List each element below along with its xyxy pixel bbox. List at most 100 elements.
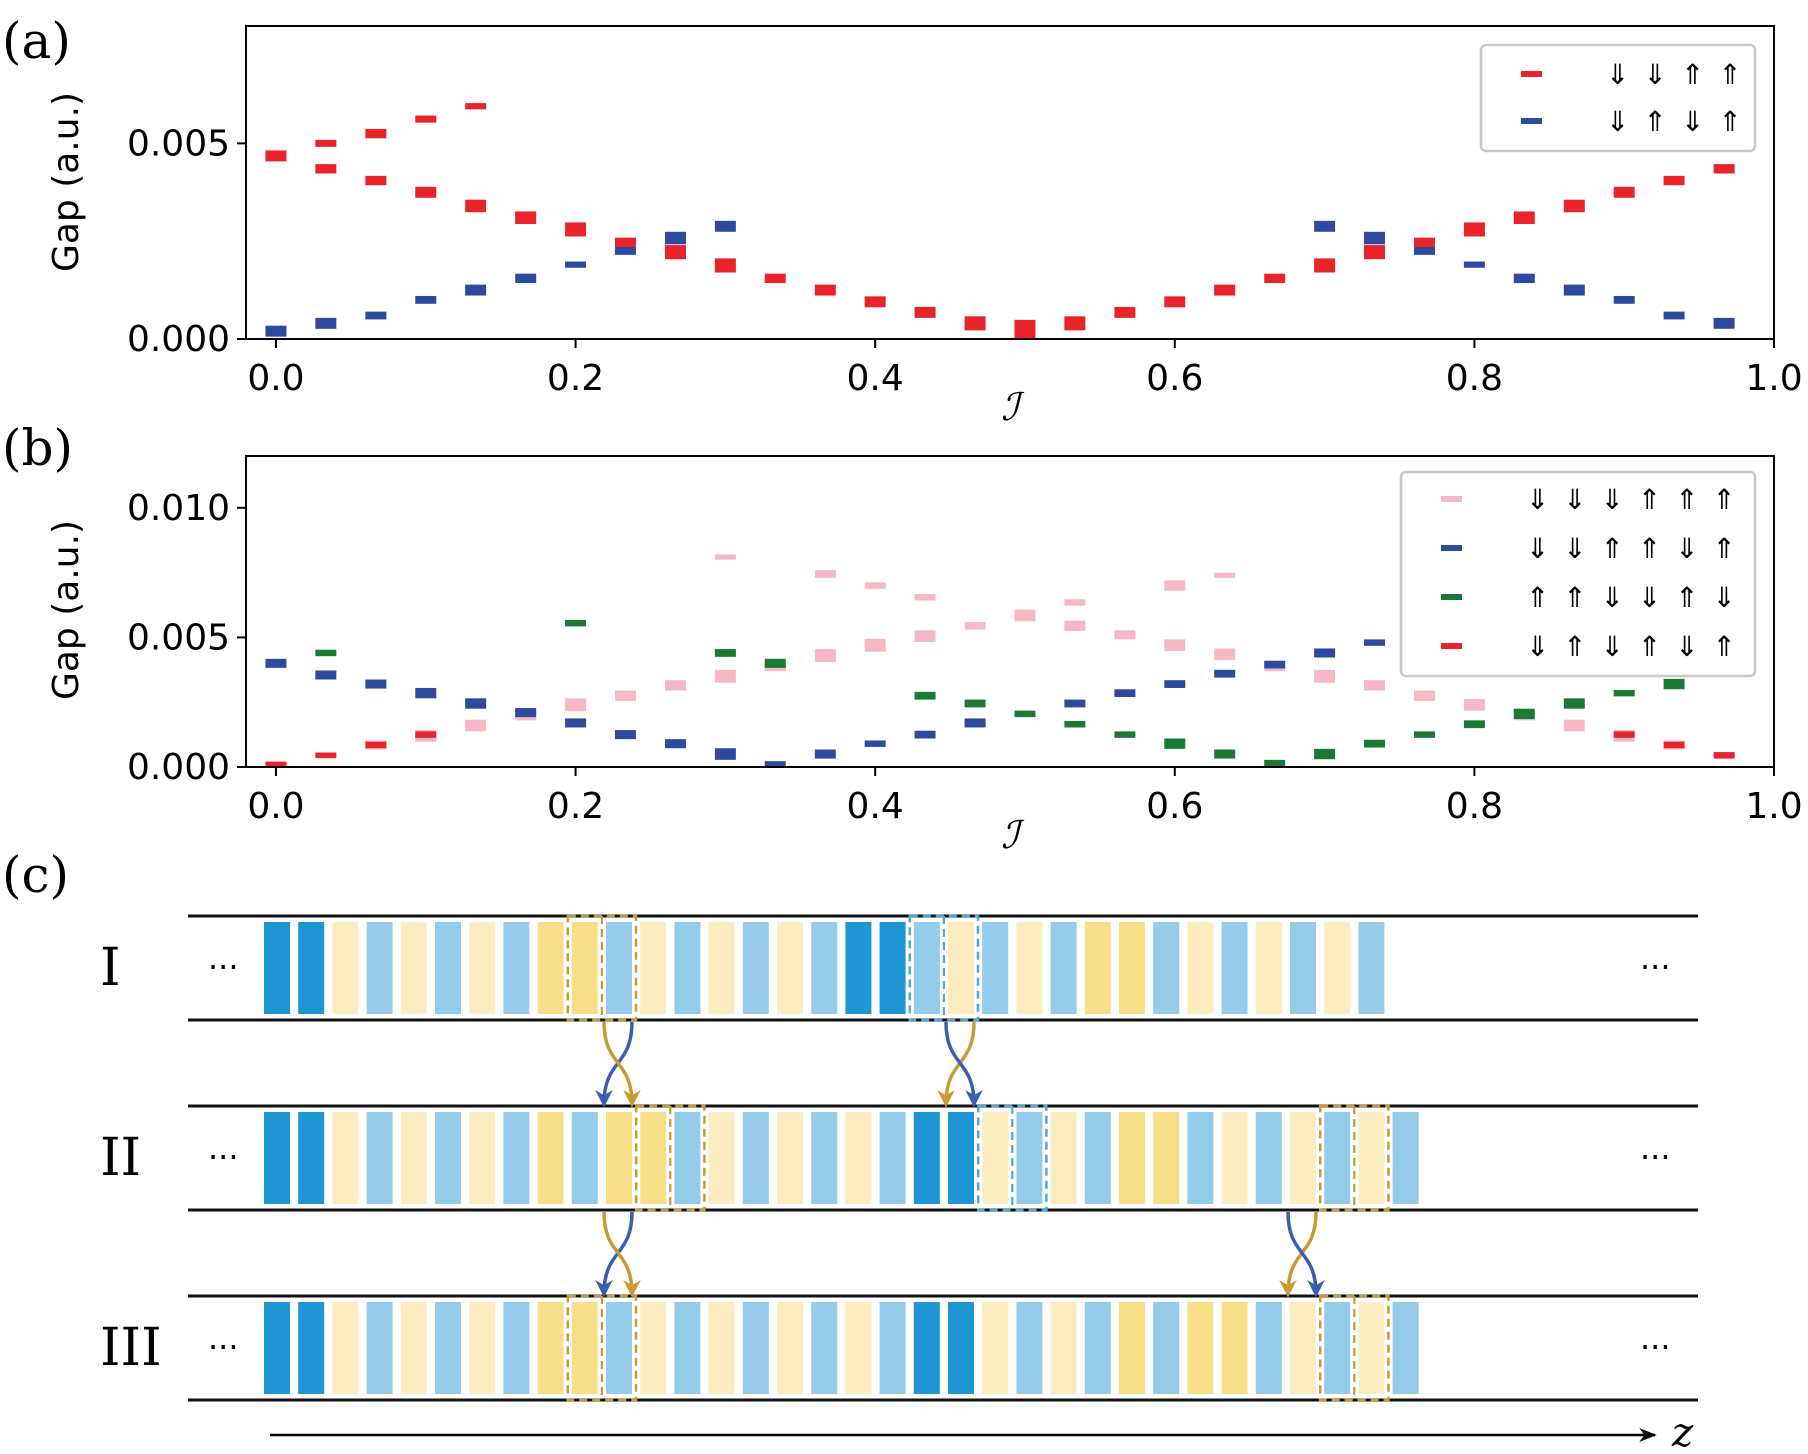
chart-b-xtick-label-4: 0.8 bbox=[1446, 786, 1503, 827]
chart-b-series-1-point-0 bbox=[265, 658, 287, 668]
row-2-cell-16 bbox=[811, 1302, 838, 1394]
chart-a-series-0-point-29 bbox=[1513, 211, 1535, 224]
chart-a-series-0-point-23 bbox=[1214, 284, 1236, 296]
row-1-domain-box-0 bbox=[634, 1104, 706, 1212]
chart-a-legend: ⇓ ⇓ ⇑ ⇑ ⇓ ⇑ ⇓ ⇑ bbox=[1479, 43, 1757, 153]
row-1-cell-11 bbox=[640, 1112, 667, 1204]
row-0-cell-4 bbox=[400, 922, 427, 1014]
row-label-0: I bbox=[100, 938, 121, 998]
row-0-cell-30 bbox=[1290, 922, 1316, 1014]
chart-a-series-0-point-1 bbox=[315, 139, 337, 147]
chart-a-series-0-point-6 bbox=[415, 186, 437, 198]
chart-a-series-0-point-21 bbox=[1114, 306, 1136, 318]
chart-a-marks bbox=[265, 103, 1735, 339]
chart-a-ytick-label-1: 0.005 bbox=[127, 123, 230, 164]
row-1-cell-17 bbox=[845, 1112, 872, 1204]
chart-b-series-0-point-16 bbox=[914, 630, 936, 642]
chart-a-series-0-point-32 bbox=[1663, 175, 1685, 186]
row-1-cell-0 bbox=[264, 1112, 290, 1204]
panel-label-a: (a) bbox=[2, 12, 71, 70]
chart-a-legend-label-0: ⇓ ⇓ ⇑ ⇑ bbox=[1606, 58, 1742, 91]
row-0-cell-12 bbox=[674, 922, 701, 1014]
chart-a-series-1-point-9 bbox=[714, 220, 736, 232]
row-0-ellipsis-left: ··· bbox=[208, 948, 239, 986]
row-2-cell-32 bbox=[1358, 1302, 1385, 1394]
chart-a-series-1-point-6 bbox=[565, 261, 587, 268]
chart-b-legend-box bbox=[1399, 470, 1757, 678]
row-0-cell-18 bbox=[879, 922, 906, 1014]
transition-arrow-2-b bbox=[602, 1211, 641, 1298]
row-1-cell-10 bbox=[606, 1112, 632, 1204]
row-0-cell-29 bbox=[1255, 922, 1282, 1014]
row-2-cell-3 bbox=[366, 1302, 393, 1394]
row-1-cell-27 bbox=[1187, 1112, 1214, 1204]
row-1-cell-12 bbox=[674, 1112, 701, 1204]
chart-a-series-0-point-20 bbox=[1064, 316, 1086, 331]
chart-b-xtick-label-1: 0.2 bbox=[547, 786, 604, 827]
row-2-cell-24 bbox=[1084, 1302, 1111, 1394]
chart-a-series-0-point-28 bbox=[1463, 222, 1485, 237]
chart-b-legend-label-1: ⇓ ⇓ ⇑ ⇑ ⇓ ⇑ bbox=[1526, 532, 1736, 565]
chart-a-legend-swatch-0 bbox=[1521, 71, 1542, 77]
row-1-cell-21 bbox=[982, 1112, 1009, 1204]
row-1-cell-26 bbox=[1153, 1112, 1180, 1204]
chart-a-series-1-point-14 bbox=[1513, 273, 1535, 284]
chart-b-ylabel: Gap (a.u.) bbox=[46, 520, 87, 700]
chart-b-series-2-point-7 bbox=[1064, 720, 1086, 728]
chart-b-ytick-label-2: 0.010 bbox=[127, 488, 230, 529]
row-1-cell-13 bbox=[708, 1112, 735, 1204]
chart-a-xtick-label-2: 0.4 bbox=[847, 358, 904, 399]
chart-b-series-3-point-5 bbox=[1663, 741, 1685, 749]
chart-a-series-0-point-30 bbox=[1563, 199, 1585, 213]
chart-b-series-2-point-16 bbox=[1513, 708, 1535, 720]
transition-arrow-1-b bbox=[944, 1021, 983, 1108]
row-1-cell-2 bbox=[332, 1112, 359, 1204]
row-1-cell-4 bbox=[400, 1112, 427, 1204]
row-1-cell-24 bbox=[1084, 1112, 1111, 1204]
z-axis-label: z bbox=[1671, 1410, 1694, 1454]
chart-b-series-1-point-5 bbox=[515, 708, 537, 718]
row-0-cell-31 bbox=[1324, 922, 1351, 1014]
chart-a-frame bbox=[245, 25, 1775, 340]
row-0-cell-19 bbox=[913, 922, 940, 1014]
row-1-cell-31 bbox=[1324, 1112, 1351, 1204]
chart-a-ylabel: Gap (a.u.) bbox=[46, 92, 87, 272]
chart-a-series-1-point-13 bbox=[1463, 261, 1485, 268]
chart-b-series-3-point-1 bbox=[315, 752, 337, 758]
chart-b-series-0-point-15 bbox=[864, 582, 886, 589]
row-1-cell-16 bbox=[811, 1112, 838, 1204]
chart-a-series-0-point-11 bbox=[614, 237, 636, 249]
chart-b-series-2-point-4 bbox=[914, 691, 936, 700]
row-1-cell-23 bbox=[1050, 1112, 1077, 1204]
row-0-cell-13 bbox=[708, 922, 735, 1014]
row-2-cell-6 bbox=[469, 1302, 496, 1394]
row-2-cell-9 bbox=[571, 1302, 598, 1394]
row-1-cell-1 bbox=[298, 1112, 325, 1204]
row-1-cell-8 bbox=[537, 1112, 564, 1204]
chart-b-series-2-point-10 bbox=[1214, 749, 1236, 759]
chart-b-legend-label-2: ⇑ ⇑ ⇓ ⇓ ⇑ ⇓ bbox=[1526, 581, 1736, 614]
chart-b-series-0-point-19 bbox=[1014, 609, 1036, 622]
row-2-cell-20 bbox=[948, 1302, 974, 1394]
chart-b-series-0-point-18 bbox=[964, 621, 986, 630]
chart-b-series-0-point-7 bbox=[614, 690, 636, 701]
chart-b-xtick-label-0: 0.0 bbox=[247, 786, 304, 827]
row-1-cell-9 bbox=[571, 1112, 598, 1204]
chart-b-series-1-point-3 bbox=[415, 687, 437, 699]
row-2-cell-14 bbox=[742, 1302, 769, 1394]
row-2-cell-19 bbox=[913, 1302, 940, 1394]
chart-b-series-0-point-6 bbox=[565, 698, 587, 712]
row-0-cell-21 bbox=[982, 922, 1009, 1014]
row-1-cell-5 bbox=[435, 1112, 461, 1204]
row-2-cell-26 bbox=[1153, 1302, 1180, 1394]
chart-b-xlabel: ℐ bbox=[1001, 813, 1025, 857]
row-1-cell-22 bbox=[1016, 1112, 1043, 1204]
chart-a-series-1-point-16 bbox=[1613, 295, 1635, 304]
row-2-cell-12 bbox=[674, 1302, 701, 1394]
chart-b-series-0-point-24 bbox=[1164, 580, 1186, 591]
row-0-cell-25 bbox=[1119, 922, 1145, 1014]
row-2-cell-2 bbox=[332, 1302, 359, 1394]
panel-label-c: (c) bbox=[2, 846, 69, 904]
